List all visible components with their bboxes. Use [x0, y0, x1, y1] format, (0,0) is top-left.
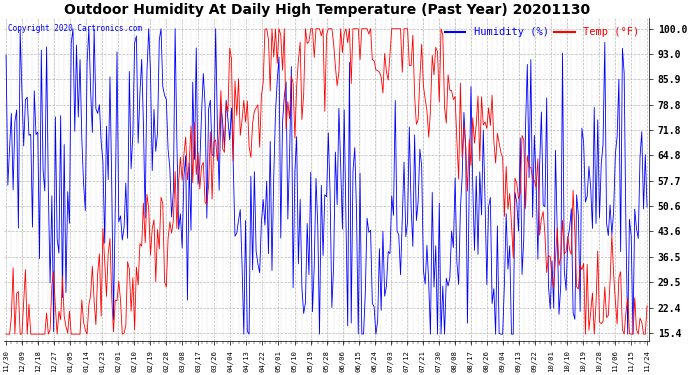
Text: Copyright 2020 Cartronics.com: Copyright 2020 Cartronics.com — [8, 24, 141, 33]
Title: Outdoor Humidity At Daily High Temperature (Past Year) 20201130: Outdoor Humidity At Daily High Temperatu… — [63, 3, 590, 17]
Legend: Humidity (%), Temp (°F): Humidity (%), Temp (°F) — [440, 23, 644, 42]
